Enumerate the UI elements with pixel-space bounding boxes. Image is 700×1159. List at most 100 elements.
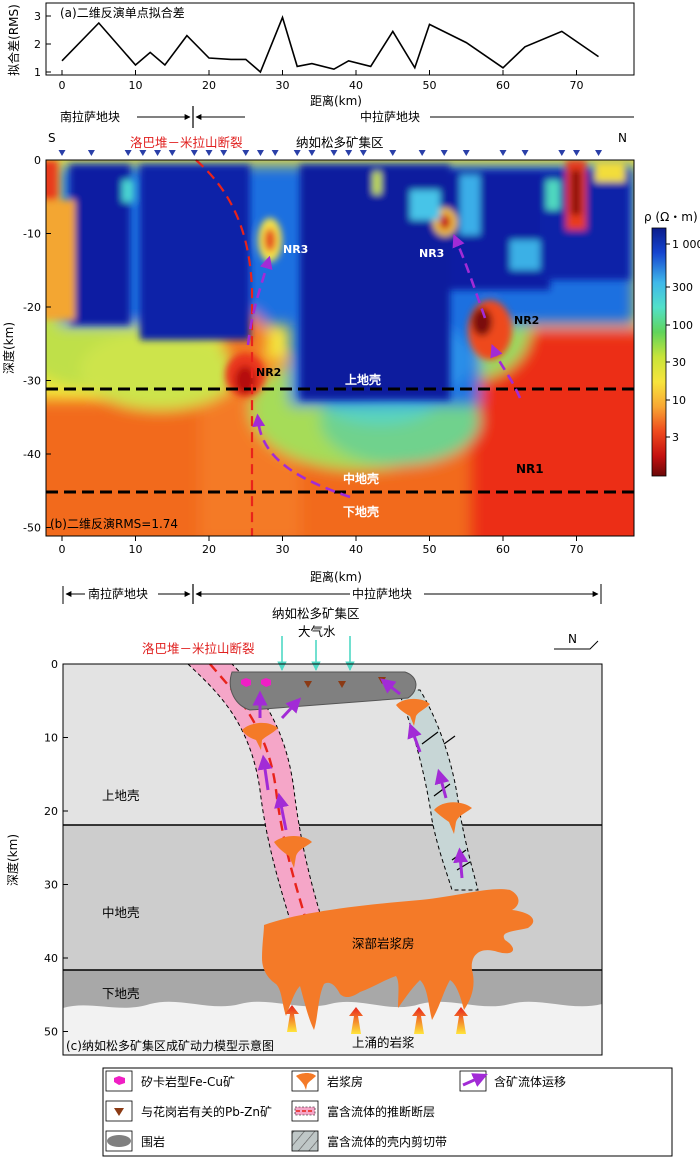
skarn-icon <box>114 1076 125 1085</box>
y-tick-label: 1 <box>34 66 41 79</box>
panel-a-frame <box>45 2 635 76</box>
station-marker-icon <box>256 150 264 156</box>
station-marker-icon <box>499 150 507 156</box>
y-tick-label: 2 <box>34 38 41 51</box>
station-marker-icon <box>418 150 426 156</box>
x-tick-label: 30 <box>276 543 290 556</box>
x-tick-label: 10 <box>129 543 143 556</box>
deep-magma-chamber <box>262 889 534 1030</box>
north-arrow-icon <box>554 640 599 650</box>
fault-trace <box>195 159 254 536</box>
x-tick-label: 0 <box>59 79 66 92</box>
wall-rock-icon <box>107 1135 131 1147</box>
station-marker-icon <box>389 150 397 156</box>
station-marker-icon <box>58 150 66 156</box>
chamber-label: 深部岩浆房 <box>352 936 415 951</box>
legend-fluid: 含矿流体运移 <box>494 1074 566 1089</box>
blocks-bottom: 南拉萨地块 中拉萨地块 <box>62 584 602 604</box>
station-marker-icon <box>595 150 603 156</box>
panel-a-title: (a)二维反演单点拟合差 <box>60 5 185 20</box>
y-tick-label: -40 <box>23 448 41 461</box>
colorbar-ticks: 1 000 300 100 30 10 3 <box>666 238 700 444</box>
panel-a-xticks: 0 10 20 30 40 50 60 70 <box>59 70 584 92</box>
panel-c-ylabel: 深度(km) <box>5 834 20 886</box>
x-tick-label: 0 <box>59 543 66 556</box>
district-label-b: 纳如松多矿集区 <box>296 135 384 150</box>
colorbar-tick-label: 100 <box>672 319 693 332</box>
y-tick-label: 3 <box>34 10 41 23</box>
station-marker-icon <box>220 150 228 156</box>
legend: 矽卡岩型Fe-Cu矿 岩浆房 含矿流体运移 与花岗岩有关的Pb-Zn矿 富含流体… <box>102 1067 673 1157</box>
resistivity-section <box>46 160 634 536</box>
panel-b-xlabel: 距离(km) <box>310 569 362 584</box>
x-tick-label: 50 <box>423 543 437 556</box>
y-tick-label: 0 <box>34 154 41 167</box>
fault-label-b: 洛巴堆－米拉山断裂 <box>130 135 243 150</box>
station-marker-icon <box>308 150 316 156</box>
lower-crust-label-b: 下地壳 <box>343 504 379 519</box>
y-tick-label: 10 <box>44 732 58 745</box>
legend-chamber: 岩浆房 <box>327 1074 363 1089</box>
station-marker-icon <box>293 150 301 156</box>
district-label-c: 纳如松多矿集区 <box>272 606 360 621</box>
colorbar <box>651 227 667 477</box>
station-marker-icon <box>330 150 338 156</box>
nr3-label-right: NR3 <box>419 247 444 260</box>
station-marker-icon <box>359 150 367 156</box>
fluid-path-left-lower <box>252 413 351 499</box>
station-marker-icon <box>242 150 250 156</box>
nr3-label-left: NR3 <box>283 243 308 256</box>
station-marker-icon <box>440 150 448 156</box>
panel-a: (a)二维反演单点拟合差 拟合差(RMS) 1 2 3 0 10 20 30 40 50 60 7… <box>6 2 635 108</box>
fluid-path-right-upper <box>452 234 487 319</box>
shear-zone-icon <box>291 1130 319 1152</box>
nr2-label-left: NR2 <box>256 366 281 379</box>
colorbar-tick-label: 1 000 <box>672 238 700 251</box>
nr1-label: NR1 <box>516 462 544 476</box>
y-tick-label: -10 <box>23 228 41 241</box>
legend-wallrock: 围岩 <box>141 1134 165 1149</box>
panel-b: S N 洛巴堆－米拉山断裂 纳如松多矿集区 <box>1 131 700 584</box>
wall-rock <box>229 671 417 711</box>
station-marker-icon <box>271 150 279 156</box>
station-marker-icon <box>124 150 132 156</box>
upwelling-magma-arrows <box>285 1005 468 1034</box>
x-tick-label: 60 <box>496 79 510 92</box>
y-tick-label: 20 <box>44 805 58 818</box>
middle-crust-label-b: 中地壳 <box>343 471 379 486</box>
legend-frame <box>102 1067 673 1157</box>
small-magma-chambers <box>242 698 472 868</box>
x-tick-label: 70 <box>570 543 584 556</box>
panel-b-yticks: 0 -10 -20 -30 -40 -50 <box>23 154 51 535</box>
colorbar-tick-label: 30 <box>672 356 686 369</box>
colorbar-title: ρ (Ω・m) <box>644 210 698 224</box>
panel-b-xticks: 0 10 20 30 40 50 60 70 <box>59 536 584 556</box>
x-tick-label: 20 <box>202 543 216 556</box>
station-marker-icon <box>87 150 95 156</box>
station-marker-icon <box>154 150 162 156</box>
middle-crust-label-c: 中地壳 <box>102 905 140 920</box>
water-label: 大气水 <box>298 624 336 639</box>
panel-c-frame <box>62 663 603 1056</box>
shear-zone <box>397 689 479 891</box>
panel-b-ylabel: 深度(km) <box>1 322 16 374</box>
station-marker-icon <box>168 150 176 156</box>
fault-label-c: 洛巴堆－米拉山断裂 <box>142 641 255 656</box>
magma-chamber-icon <box>296 1073 316 1090</box>
south-label: S <box>48 131 56 145</box>
y-tick-label: 30 <box>44 879 58 892</box>
pbzn-icon <box>114 1108 124 1116</box>
station-marker-icon <box>190 150 198 156</box>
x-tick-label: 50 <box>423 79 437 92</box>
station-marker-icon <box>573 150 580 156</box>
x-tick-label: 60 <box>496 543 510 556</box>
legend-fault: 富含流体的推断断层 <box>327 1104 435 1119</box>
middle-lhasa-label-bottom: 中拉萨地块 <box>352 586 412 601</box>
y-tick-label: 50 <box>44 1026 58 1039</box>
upper-crust-label-c: 上地壳 <box>102 788 140 803</box>
colorbar-tick-label: 10 <box>672 394 686 407</box>
colorbar-tick-label: 300 <box>672 281 693 294</box>
y-tick-label: 40 <box>44 952 58 965</box>
x-tick-label: 70 <box>570 79 584 92</box>
